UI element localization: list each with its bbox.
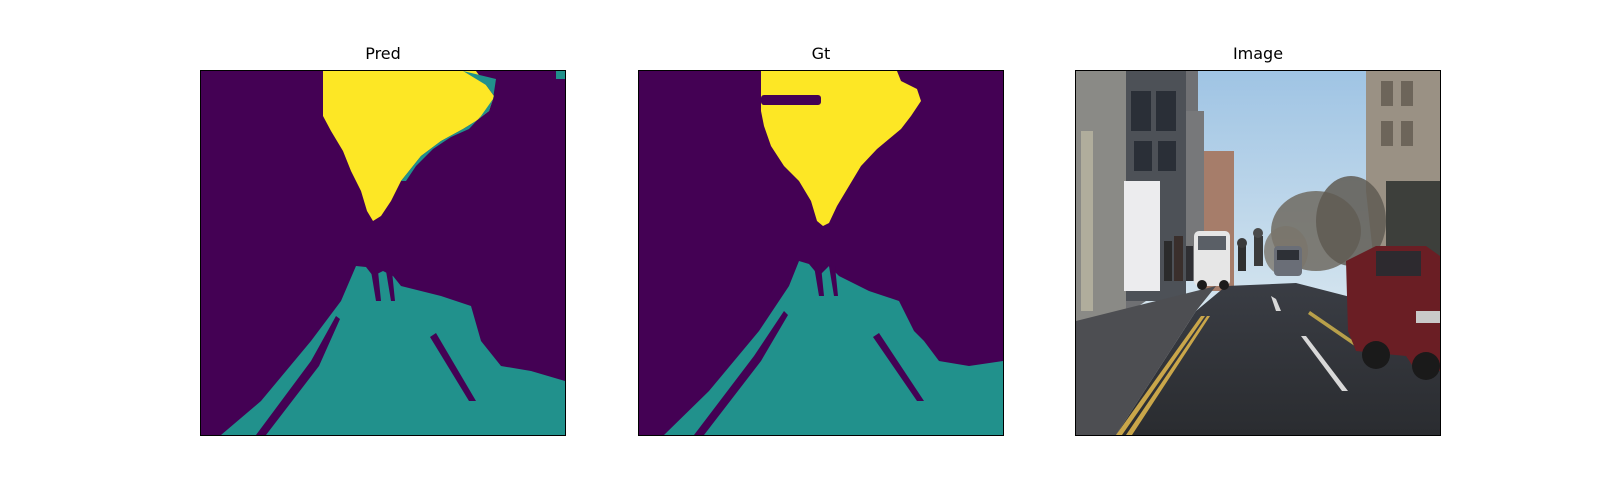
street-photo — [1076, 71, 1440, 435]
image-title: Image — [1232, 44, 1284, 63]
pred-mask-axes — [200, 70, 566, 436]
gt-mask-image — [639, 71, 1003, 435]
gt-mask-axes — [638, 70, 1004, 436]
gt-title: Gt — [811, 44, 831, 63]
street-photo-axes — [1075, 70, 1441, 436]
pred-title: Pred — [365, 44, 401, 63]
pred-mask-image — [201, 71, 565, 435]
